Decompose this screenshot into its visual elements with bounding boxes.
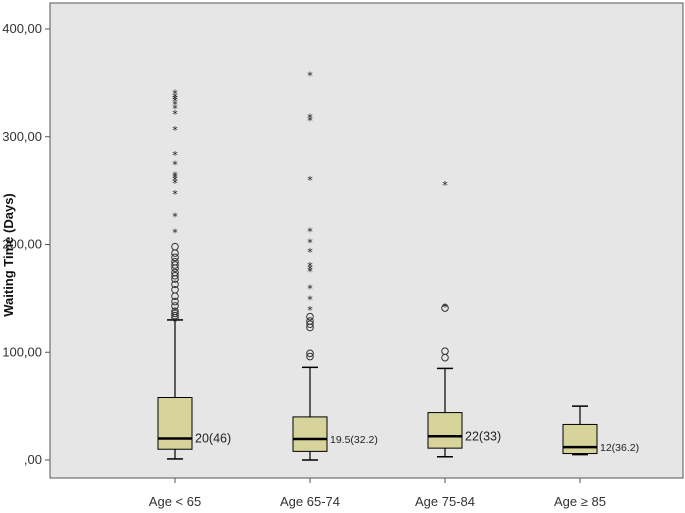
outlier-star: *	[172, 169, 178, 182]
box-iqr	[292, 416, 328, 452]
box-group: *************19.5(32.2)	[292, 69, 378, 461]
x-category-label: Age 65-74	[280, 494, 340, 509]
outlier-circle	[306, 312, 314, 321]
outlier-star: *	[172, 188, 178, 201]
outlier-circle	[441, 347, 449, 355]
plot-area	[49, 2, 684, 479]
outlier-circle	[306, 320, 314, 329]
outlier-circle	[171, 268, 179, 277]
outlier-circle	[306, 349, 314, 358]
y-tick-label: 200,00	[2, 237, 42, 252]
outlier-star: *	[307, 304, 313, 317]
outlier-star: *	[172, 108, 178, 121]
outlier-circle	[441, 304, 449, 312]
outlier-circle	[171, 280, 179, 289]
outlier-star: *	[172, 174, 178, 187]
outlier-star: *	[172, 95, 178, 108]
y-axis: ,00 100,00 200,00 300,00 400,00	[2, 21, 50, 467]
y-tick-label: ,00	[24, 452, 42, 467]
box-group: * * 22(33)	[427, 179, 501, 458]
outlier-circle	[306, 317, 314, 325]
outlier-star: *	[172, 98, 178, 111]
outlier-star: *	[172, 149, 178, 162]
y-axis-title: Waiting Time (Days)	[1, 193, 16, 317]
outlier-star: *	[172, 88, 178, 101]
x-category-label: Age < 65	[149, 494, 201, 509]
outlier-star: *	[172, 227, 178, 240]
outlier-star: *	[307, 265, 313, 278]
outlier-circle	[171, 242, 179, 251]
outlier-star: *	[172, 91, 178, 104]
outlier-star: *	[172, 159, 178, 172]
outlier-star: *	[307, 260, 313, 273]
outlier-star: *	[307, 236, 313, 249]
outlier-star: *	[172, 124, 178, 137]
y-tick-label: 300,00	[2, 129, 42, 144]
outlier-star: *	[307, 174, 313, 187]
outlier-star: *	[307, 115, 313, 128]
outlier-star: *	[307, 111, 313, 124]
outlier-circle	[171, 297, 179, 306]
outlier-star: *	[307, 283, 313, 296]
outlier-star: *	[307, 69, 313, 82]
median-annotation: 20(46)	[195, 431, 231, 445]
y-tick-label: 400,00	[2, 21, 42, 36]
box-iqr	[157, 397, 193, 450]
x-category-label: Age 75-84	[415, 494, 475, 509]
outlier-circle	[171, 253, 179, 262]
outlier-star: *	[172, 177, 178, 190]
x-category-label: Age ≥ 85	[554, 494, 606, 509]
outlier-circle	[171, 307, 179, 316]
outlier-circle	[171, 257, 179, 266]
outlier-circle	[171, 271, 179, 280]
box-iqr	[427, 412, 463, 449]
outlier-circle	[171, 285, 179, 294]
outlier-star: *	[307, 293, 313, 306]
outlier-star: *	[307, 225, 313, 238]
median-annotation: 19.5(32.2)	[330, 434, 378, 446]
outlier-circle	[171, 261, 179, 269]
median-annotation: 22(33)	[465, 429, 501, 443]
box-group: *****************20(46)	[157, 88, 231, 460]
outlier-star: *	[172, 172, 178, 185]
outlier-circle	[171, 309, 179, 318]
outlier-circle	[306, 352, 314, 361]
outlier-star: *	[172, 210, 178, 223]
outlier-star: *	[172, 93, 178, 106]
box-groups: *****************20(46)*************19.5…	[157, 69, 639, 461]
outlier-star: *	[442, 301, 448, 314]
outlier-circle	[171, 302, 179, 310]
y-tick-label: 100,00	[2, 344, 42, 359]
outlier-circle	[171, 311, 179, 320]
median-annotation: 12(36.2)	[600, 442, 639, 454]
outlier-star: *	[307, 246, 313, 259]
outlier-star: *	[442, 179, 448, 192]
outlier-star: *	[172, 103, 178, 116]
box-iqr	[562, 423, 598, 455]
outlier-star: *	[307, 263, 313, 276]
x-axis: Age < 65 Age 65-74 Age 75-84 Age ≥ 85	[149, 478, 606, 509]
box-group: 12(36.2)	[562, 405, 639, 456]
